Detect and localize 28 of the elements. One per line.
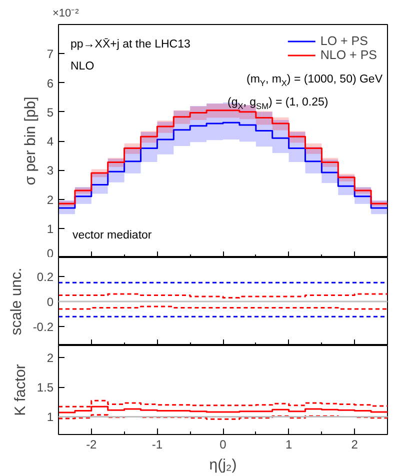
- y-tick-label: 2: [46, 350, 54, 365]
- annotation: pp→XX̄+j at the LHC13: [70, 38, 190, 50]
- x-tick-label: 2: [351, 438, 358, 452]
- x-axis-title: η(j₂): [209, 456, 237, 474]
- y-tick-label: 2: [46, 192, 54, 207]
- x-tick-label: 0: [220, 438, 227, 452]
- y-tick-label: 0.2: [36, 270, 54, 284]
- y-tick-label: 1: [46, 222, 54, 236]
- y-tick-label: 5: [46, 105, 54, 120]
- y-axis-title: scale unc.: [8, 268, 25, 336]
- annotation: vector mediator: [72, 230, 152, 242]
- legend-label: NLO + PS: [320, 48, 377, 62]
- y-tick-label: 1.5: [36, 380, 54, 395]
- y-tick-label: 0: [46, 295, 54, 309]
- y-axis-title: σ per bin [pb]: [22, 96, 39, 186]
- y-tick-label: 1: [46, 410, 54, 424]
- y-tick-label: -0.2: [32, 320, 54, 334]
- x-tick-label: 1: [285, 438, 292, 452]
- y-tick-label: 6: [46, 76, 54, 90]
- y-tick-label: 4: [46, 134, 54, 148]
- text: ×10⁻²: [52, 8, 80, 20]
- x-tick-label: -1: [152, 438, 163, 452]
- y-tick-label: 7: [46, 47, 54, 62]
- annotation: NLO: [70, 60, 94, 72]
- y-tick-label: 3: [46, 164, 54, 178]
- legend-label: LO + PS: [320, 34, 368, 48]
- x-tick-label: -2: [86, 438, 98, 452]
- y-axis-title: K factor: [12, 364, 29, 416]
